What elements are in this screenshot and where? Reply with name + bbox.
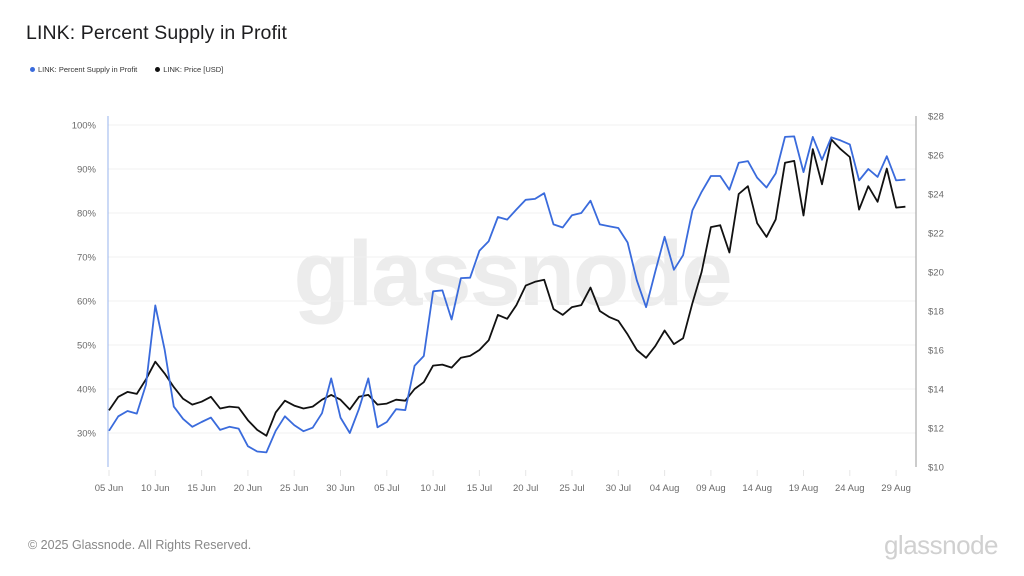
right-axis-tick-label: $20 (928, 268, 944, 279)
legend-dot-blue-icon (30, 67, 35, 72)
right-axis-tick-label: $28 (928, 112, 944, 123)
right-axis-tick-label: $16 (928, 346, 944, 357)
legend-label-price: LINK: Price [USD] (163, 65, 224, 74)
x-axis-tick-label: 24 Aug (835, 483, 865, 494)
chart-legend: LINK: Percent Supply in Profit LINK: Pri… (30, 65, 223, 74)
x-axis-tick-label: 19 Aug (789, 483, 819, 494)
left-y-axis: 30% 40% 50% 60% 70% 80% 90% 100% (72, 121, 97, 440)
right-axis-tick-label: $14 (928, 385, 944, 396)
left-axis-tick-label: 90% (77, 165, 97, 176)
x-axis-tick-label: 04 Aug (650, 483, 680, 494)
left-axis-tick-label: 60% (77, 297, 97, 308)
gridlines (108, 124, 916, 434)
x-axis-tick-label: 20 Jul (513, 483, 538, 494)
glassnode-logo: glassnode (883, 530, 999, 560)
left-axis-tick-label: 100% (72, 121, 97, 132)
watermark-text: glassnode (293, 223, 730, 325)
left-axis-tick-label: 70% (77, 253, 97, 264)
right-axis-tick-label: $22 (928, 229, 944, 240)
x-axis-tick-label: 10 Jun (141, 483, 170, 494)
right-axis-tick-label: $10 (928, 463, 944, 474)
x-axis-tick-label: 14 Aug (742, 483, 772, 494)
watermark: glassnode (293, 223, 732, 325)
x-axis-tick-label: 10 Jul (420, 483, 445, 494)
right-y-axis: $10 $12 $14 $16 $18 $20 $22 $24 $26 $28 (928, 112, 944, 474)
left-axis-tick-label: 50% (77, 341, 97, 352)
left-axis-tick-label: 40% (77, 385, 97, 396)
legend-dot-black-icon (155, 67, 161, 72)
x-axis-tick-label: 15 Jul (467, 483, 492, 494)
legend-item-percent-supply[interactable]: LINK: Percent Supply in Profit (30, 65, 137, 74)
legend-label-percent-supply: LINK: Percent Supply in Profit (38, 65, 138, 74)
x-axis-tick-label: 30 Jun (326, 483, 355, 494)
right-axis-tick-label: $24 (928, 190, 944, 201)
x-axis: 05 Jun 10 Jun 15 Jun 20 Jun 25 Jun 30 Jun 05 J… (95, 470, 911, 494)
left-axis-tick-label: 80% (77, 209, 97, 220)
x-axis-tick-label: 15 Jun (187, 483, 216, 494)
x-axis-tick-label: 05 Jul (374, 483, 399, 494)
right-axis-tick-label: $18 (928, 307, 944, 318)
x-axis-tick-label: 25 Jun (280, 483, 309, 494)
copyright-text: © 2025 Glassnode. All Rights Reserved. (28, 538, 252, 552)
legend-item-price[interactable]: LINK: Price [USD] (155, 65, 223, 74)
x-axis-tick-label: 05 Jun (95, 483, 124, 494)
percent-supply-line[interactable] (108, 135, 906, 454)
right-axis-tick-label: $26 (928, 151, 944, 162)
x-axis-tick-label: 20 Jun (234, 483, 263, 494)
left-axis-tick-label: 30% (77, 429, 97, 440)
x-axis-tick-label: 30 Jul (606, 483, 631, 494)
x-axis-tick-label: 25 Jul (559, 483, 584, 494)
chart-title: LINK: Percent Supply in Profit (26, 22, 287, 44)
right-axis-tick-label: $12 (928, 424, 944, 435)
x-axis-tick-label: 29 Aug (881, 483, 911, 494)
x-axis-tick-label: 09 Aug (696, 483, 726, 494)
price-line[interactable] (108, 138, 906, 437)
